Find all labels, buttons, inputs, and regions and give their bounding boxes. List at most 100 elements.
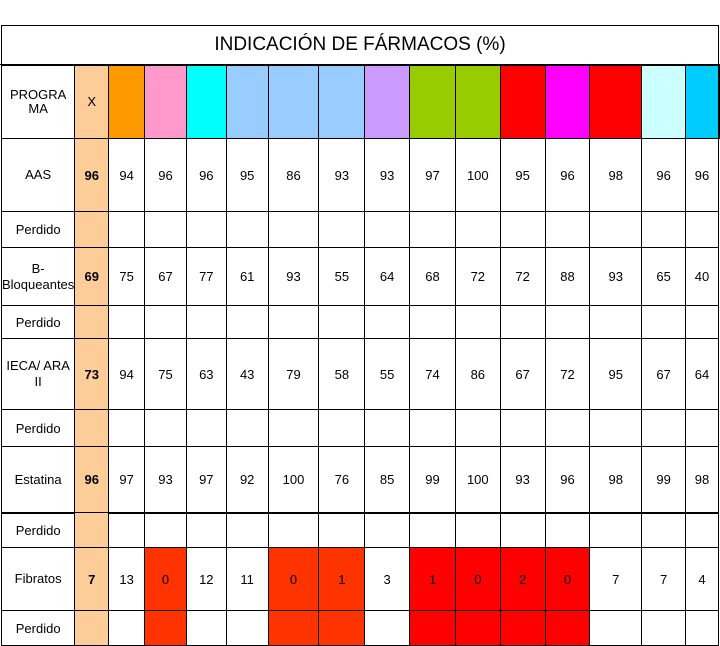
program-value: 93 [267, 247, 320, 306]
lost-label: Perdido [0, 512, 76, 548]
lost-cell [499, 409, 546, 447]
lost-row: Perdido [0, 512, 720, 548]
program-value: 96 [185, 138, 227, 212]
program-value: 1 [409, 547, 456, 611]
x-value: 69 [74, 247, 110, 306]
lost-cell [589, 610, 643, 646]
program-color-swatch [108, 65, 146, 139]
program-value: 72 [499, 247, 546, 306]
program-value: 13 [108, 547, 146, 611]
lost-cell [267, 211, 320, 248]
x-value: 96 [74, 446, 110, 513]
lost-row: Perdido [0, 305, 720, 339]
table-row: B-Bloqueantes 69 75 67 77 61 93 55 64 68 72 72 88 93 6… [0, 247, 720, 306]
lost-cell [641, 512, 686, 548]
program-value: 68 [409, 247, 456, 306]
lost-cell [641, 409, 686, 447]
program-color-swatch [364, 65, 411, 139]
lost-label: Perdido [0, 305, 76, 339]
program-value: 64 [364, 247, 411, 306]
program-value: 11 [225, 547, 269, 611]
table-row: IECA/ ARA II 73 94 75 63 43 79 58 55 74 86 67 72 95 67… [0, 338, 720, 410]
program-value: 64 [685, 338, 719, 410]
program-value: 0 [144, 547, 187, 611]
program-color-swatch [544, 65, 591, 139]
program-value: 96 [544, 138, 591, 212]
lost-cell [108, 211, 146, 248]
program-value: 99 [641, 446, 686, 513]
program-value: 0 [544, 547, 591, 611]
program-value: 75 [108, 247, 146, 306]
program-color-swatch [685, 65, 719, 139]
program-value: 99 [409, 446, 456, 513]
lost-cell [641, 305, 686, 339]
lost-cell [318, 610, 366, 646]
program-value: 61 [225, 247, 269, 306]
lost-cell [364, 211, 411, 248]
program-value: 76 [318, 446, 366, 513]
lost-cell [409, 409, 456, 447]
program-value: 93 [499, 446, 546, 513]
lost-cell [409, 211, 456, 248]
lost-cell [364, 305, 411, 339]
program-value: 98 [685, 446, 719, 513]
lost-cell [544, 409, 591, 447]
lost-cell [454, 409, 501, 447]
program-value: 98 [589, 138, 643, 212]
program-value: 95 [499, 138, 546, 212]
lost-cell [108, 512, 146, 548]
lost-cell [364, 512, 411, 548]
program-color-swatch [718, 65, 720, 139]
program-value: 86 [267, 138, 320, 212]
lost-label: Perdido [0, 409, 76, 447]
lost-cell [185, 305, 227, 339]
x-lost-cell [74, 512, 110, 548]
lost-cell [267, 610, 320, 646]
program-value: 67 [499, 338, 546, 410]
program-value: 55 [318, 247, 366, 306]
table-row: Fibratos 7 13 0 12 11 0 1 3 1 0 2 0 7 7 4 [0, 547, 720, 611]
lost-cell [318, 409, 366, 447]
program-value: 97 [185, 446, 227, 513]
program-value: 93 [364, 138, 411, 212]
lost-cell [544, 610, 591, 646]
lost-cell [454, 211, 501, 248]
lost-cell [225, 512, 269, 548]
program-color-swatch [409, 65, 456, 139]
program-value: 65 [641, 247, 686, 306]
lost-label: Perdido [0, 610, 76, 646]
lost-cell [544, 305, 591, 339]
lost-cell [108, 610, 146, 646]
program-value: 92 [225, 446, 269, 513]
lost-row: Perdido [0, 610, 720, 646]
lost-cell [318, 211, 366, 248]
program-value: 67 [641, 338, 686, 410]
program-value: 96 [544, 446, 591, 513]
program-value: 75 [144, 338, 187, 410]
program-value: 93 [318, 138, 366, 212]
program-value: 55 [364, 338, 411, 410]
drug-name: IECA/ ARA II [0, 338, 76, 410]
table-row: AAS 96 94 96 96 95 86 93 93 97 100 95 96 98 96 96 [0, 138, 720, 212]
lost-cell [144, 211, 187, 248]
program-value: 0 [267, 547, 320, 611]
program-value: 94 [108, 138, 146, 212]
table-row: Estatina 96 97 93 97 92 100 76 85 99 100 93 96 98 99 98 [0, 446, 720, 513]
program-value: 2 [499, 547, 546, 611]
program-value: 4 [685, 547, 719, 611]
lost-cell [144, 512, 187, 548]
program-value: 93 [589, 247, 643, 306]
lost-cell [589, 512, 643, 548]
lost-cell [108, 305, 146, 339]
program-value: 77 [185, 247, 227, 306]
lost-cell [267, 409, 320, 447]
x-lost-cell [74, 610, 110, 646]
program-value: 100 [454, 446, 501, 513]
x-header: X [74, 65, 110, 139]
x-lost-cell [74, 409, 110, 447]
program-value: 96 [144, 138, 187, 212]
program-value: 74 [409, 338, 456, 410]
lost-cell [589, 211, 643, 248]
lost-cell [499, 305, 546, 339]
lost-cell [185, 512, 227, 548]
